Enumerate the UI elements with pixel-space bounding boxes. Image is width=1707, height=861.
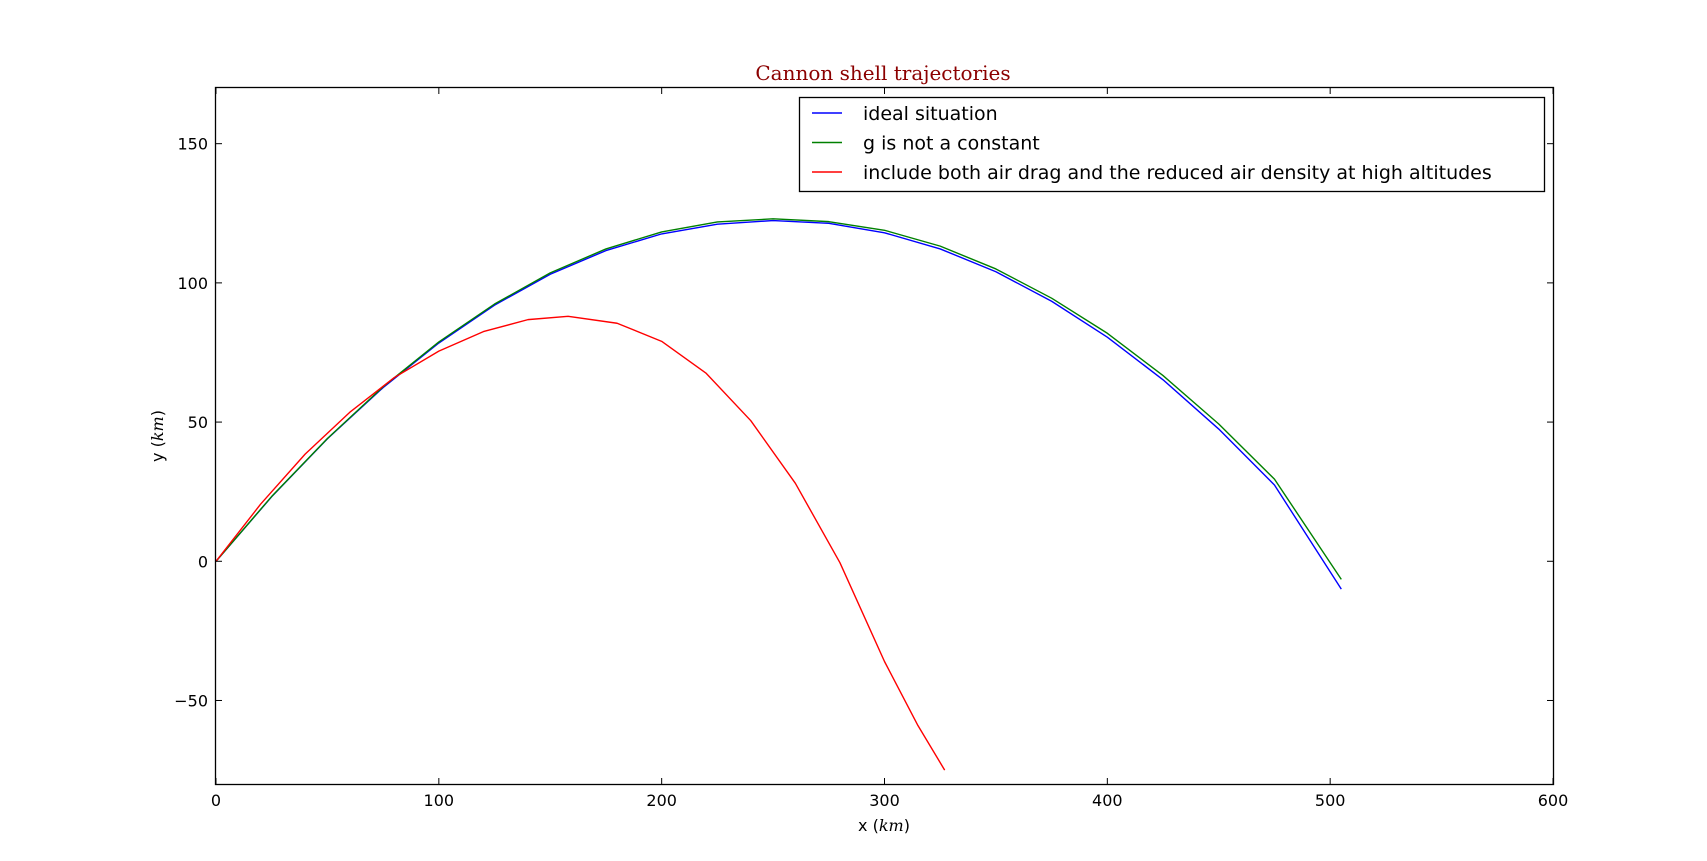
x-tick-label-3: 300: [869, 791, 900, 810]
x-tick-label-0: 0: [211, 791, 221, 810]
y-tick-label-2: 50: [188, 413, 208, 432]
x-axis-label-text: x (: [858, 816, 879, 835]
y-axis-label-text: y (: [148, 441, 167, 462]
series-layer: [215, 218, 1342, 771]
x-axis-label-close: ): [904, 816, 910, 835]
legend: ideal situation g is not a constant includ…: [798, 96, 1546, 193]
y-tick-label-4: 150: [177, 135, 208, 154]
chart-title: Cannon shell trajectories: [755, 61, 1010, 85]
legend-label-2: g is not a constant: [863, 133, 1040, 155]
y-axis-label-unit: km: [148, 416, 167, 441]
x-axis-label-unit: km: [879, 816, 904, 835]
x-tick-label-4: 400: [1092, 791, 1123, 810]
legend-entries: ideal situation g is not a constant includ…: [812, 103, 1492, 184]
series-line-2: [215, 218, 1342, 580]
y-axis-label: y (km): [148, 410, 167, 462]
x-tick-label-6: 600: [1538, 791, 1569, 810]
legend-box: [798, 96, 1546, 193]
y-tick-label-0: −50: [174, 691, 208, 710]
x-tick-label-2: 200: [646, 791, 677, 810]
series-line-3: [215, 315, 946, 771]
plot-area-frame: [214, 86, 1555, 786]
ticks-layer: 0 100 200 300 400 500 600 −50 0 50 100 150: [174, 88, 1568, 810]
y-tick-label-1: 0: [198, 552, 208, 571]
legend-label-1: ideal situation: [863, 103, 998, 125]
x-tick-label-5: 500: [1315, 791, 1346, 810]
y-axis-label-close: ): [148, 410, 167, 416]
x-axis-label: x (km): [858, 816, 910, 835]
x-tick-label-1: 100: [424, 791, 455, 810]
legend-label-3: include both air drag and the reduced ai…: [863, 162, 1492, 184]
y-tick-label-3: 100: [177, 274, 208, 293]
